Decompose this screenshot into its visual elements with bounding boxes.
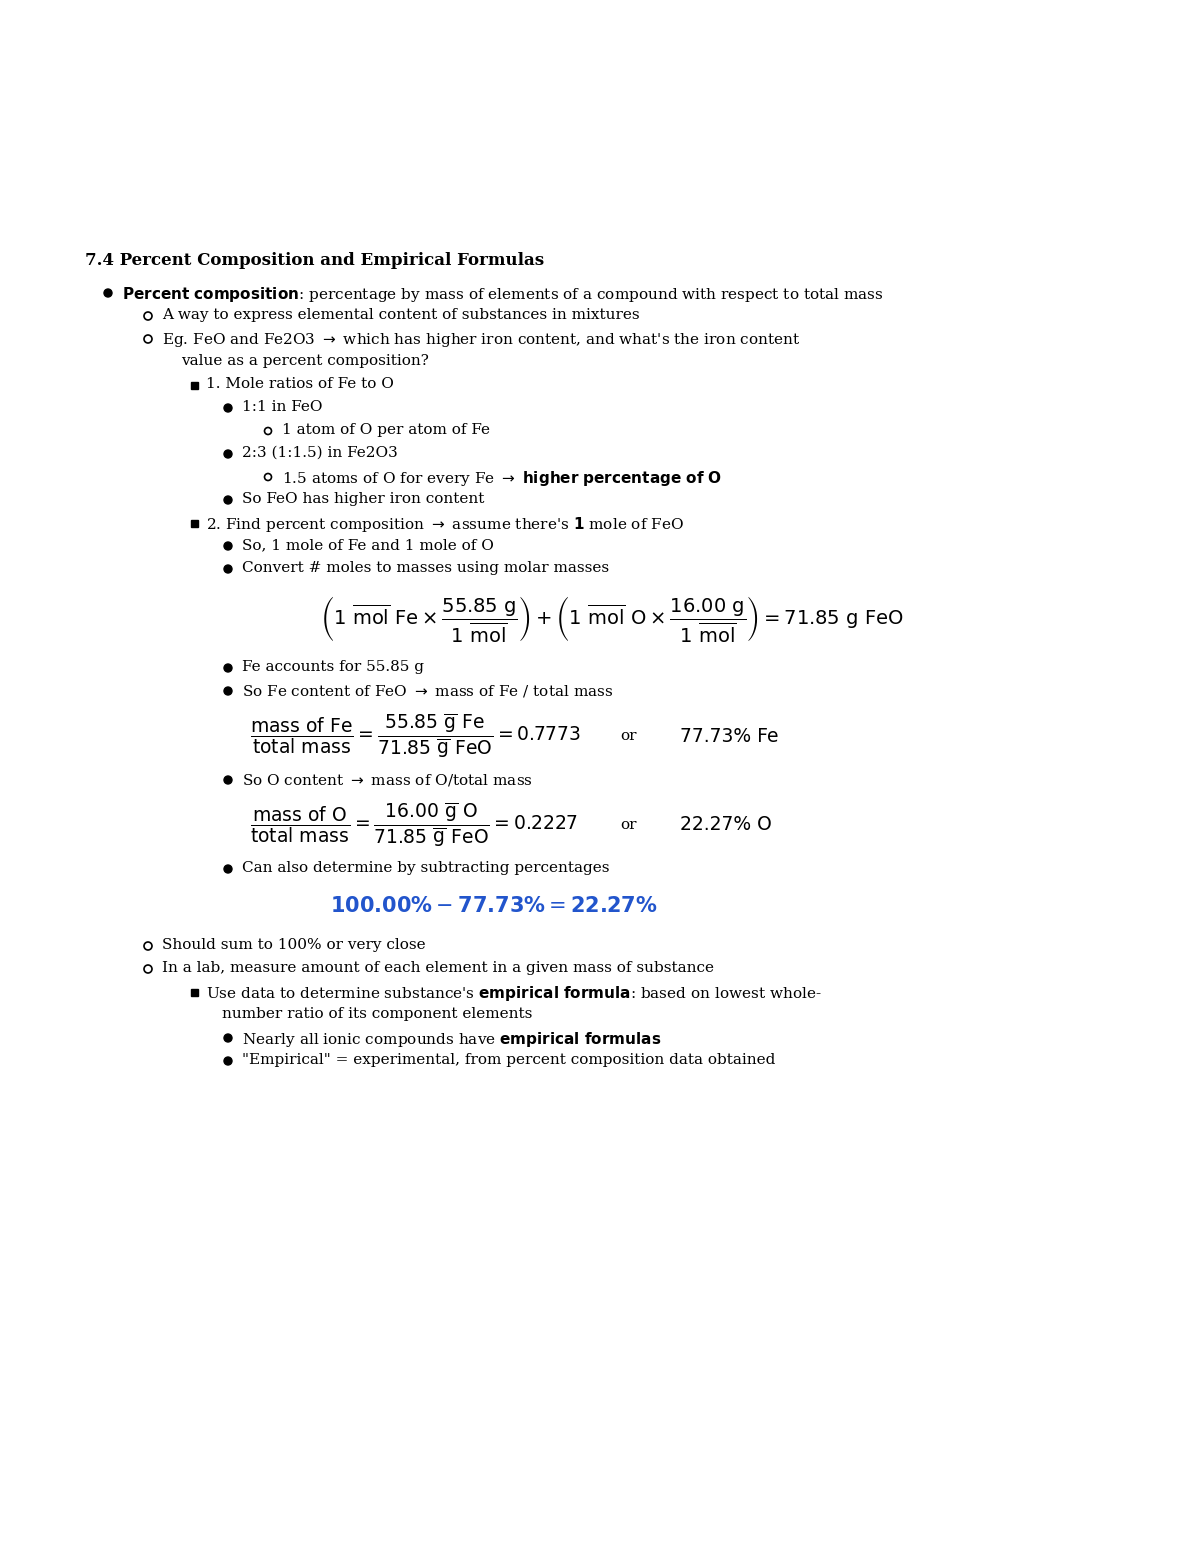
Text: $\mathbf{100.00\%} - \mathbf{77.73\%} = \mathbf{22.27\%}$: $\mathbf{100.00\%} - \mathbf{77.73\%} = … <box>330 896 658 916</box>
Text: So FeO has higher iron content: So FeO has higher iron content <box>242 492 485 506</box>
Text: Convert # moles to masses using molar masses: Convert # moles to masses using molar ma… <box>242 561 610 575</box>
Circle shape <box>104 289 112 297</box>
Text: 22.27% O: 22.27% O <box>680 815 772 834</box>
Circle shape <box>224 686 232 696</box>
Circle shape <box>224 450 232 458</box>
Bar <box>191 382 198 388</box>
Text: 1:1 in FeO: 1:1 in FeO <box>242 401 323 415</box>
Text: A way to express elemental content of substances in mixtures: A way to express elemental content of su… <box>162 307 640 321</box>
Text: 1 atom of O per atom of Fe: 1 atom of O per atom of Fe <box>282 422 490 436</box>
Text: or: or <box>620 818 636 832</box>
Circle shape <box>224 542 232 550</box>
Circle shape <box>224 565 232 573</box>
Text: Use data to determine substance's $\mathbf{empirical\ formula}$: based on lowest: Use data to determine substance's $\math… <box>206 985 822 1003</box>
Text: Eg. FeO and Fe2O3 $\rightarrow$ which has higher iron content, and what's the ir: Eg. FeO and Fe2O3 $\rightarrow$ which ha… <box>162 331 800 349</box>
Text: number ratio of its component elements: number ratio of its component elements <box>222 1006 533 1020</box>
Text: In a lab, measure amount of each element in a given mass of substance: In a lab, measure amount of each element… <box>162 961 714 975</box>
Text: $\dfrac{\mathrm{mass\ of\ Fe}}{\mathrm{total\ mass}} = \dfrac{55.85\ \mathrm{\ov: $\dfrac{\mathrm{mass\ of\ Fe}}{\mathrm{t… <box>250 711 581 759</box>
Text: 2. Find percent composition $\rightarrow$ assume there's $\mathbf{1}$ mole of Fe: 2. Find percent composition $\rightarrow… <box>206 516 684 534</box>
Text: value as a percent composition?: value as a percent composition? <box>181 354 428 368</box>
Text: Nearly all ionic compounds have $\mathbf{empirical\ formulas}$: Nearly all ionic compounds have $\mathbf… <box>242 1030 661 1048</box>
Bar <box>191 989 198 995</box>
Circle shape <box>224 865 232 873</box>
Text: So Fe content of FeO $\rightarrow$ mass of Fe / total mass: So Fe content of FeO $\rightarrow$ mass … <box>242 683 613 699</box>
Text: "Empirical" = experimental, from percent composition data obtained: "Empirical" = experimental, from percent… <box>242 1053 775 1067</box>
Text: or: or <box>620 728 636 742</box>
Text: Should sum to 100% or very close: Should sum to 100% or very close <box>162 938 426 952</box>
Circle shape <box>224 495 232 505</box>
Text: $\left(1\ \mathrm{\overline{mol}}\ \mathrm{Fe} \times \dfrac{55.85\ \mathrm{g}}{: $\left(1\ \mathrm{\overline{mol}}\ \math… <box>320 595 904 646</box>
Text: 2:3 (1:1.5) in Fe2O3: 2:3 (1:1.5) in Fe2O3 <box>242 446 397 460</box>
Text: Can also determine by subtracting percentages: Can also determine by subtracting percen… <box>242 860 610 874</box>
Text: 1.5 atoms of O for every Fe $\rightarrow$ $\mathbf{higher\ percentage\ of\ O}$: 1.5 atoms of O for every Fe $\rightarrow… <box>282 469 722 488</box>
Circle shape <box>224 776 232 784</box>
Text: Fe accounts for 55.85 g: Fe accounts for 55.85 g <box>242 660 424 674</box>
Text: 77.73% Fe: 77.73% Fe <box>680 727 779 745</box>
Text: So O content $\rightarrow$ mass of O/total mass: So O content $\rightarrow$ mass of O/tot… <box>242 772 533 787</box>
Text: $\dfrac{\mathrm{mass\ of\ O}}{\mathrm{total\ mass}} = \dfrac{16.00\ \mathrm{\ove: $\dfrac{\mathrm{mass\ of\ O}}{\mathrm{to… <box>250 801 578 849</box>
Text: 1. Mole ratios of Fe to O: 1. Mole ratios of Fe to O <box>206 377 394 391</box>
Circle shape <box>224 665 232 672</box>
Circle shape <box>224 404 232 412</box>
Circle shape <box>224 1034 232 1042</box>
Circle shape <box>224 1058 232 1065</box>
Text: 7.4 Percent Composition and Empirical Formulas: 7.4 Percent Composition and Empirical Fo… <box>85 252 544 269</box>
Text: $\mathbf{Percent\ composition}$: percentage by mass of elements of a compound wi: $\mathbf{Percent\ composition}$: percent… <box>122 286 883 304</box>
Text: So, 1 mole of Fe and 1 mole of O: So, 1 mole of Fe and 1 mole of O <box>242 537 494 551</box>
Bar <box>191 520 198 526</box>
